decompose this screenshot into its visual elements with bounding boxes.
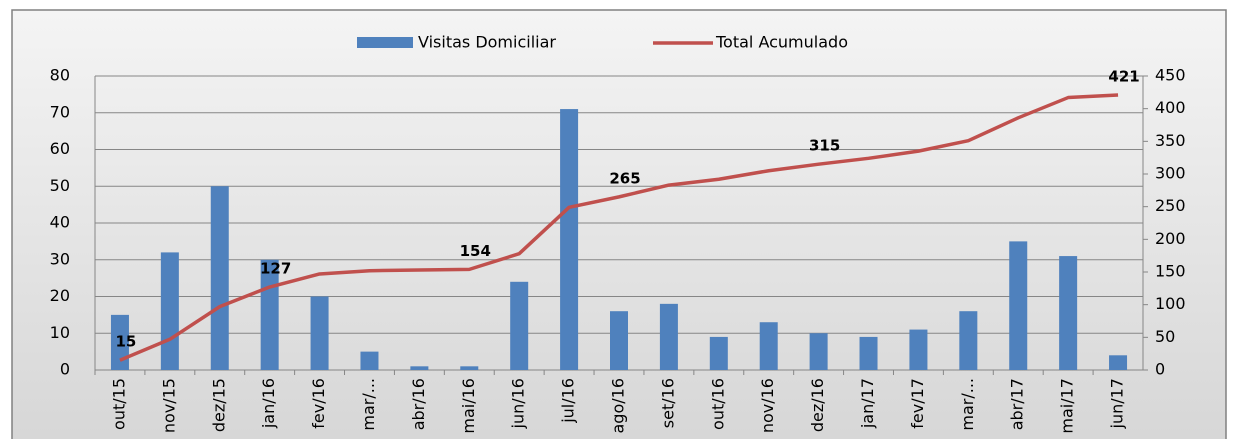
- y2-tick-label: 250: [1155, 196, 1186, 215]
- bar: [659, 303, 678, 370]
- x-tick-label: nov/16: [758, 378, 777, 433]
- bar: [560, 109, 579, 370]
- y-tick-label: 30: [50, 249, 70, 268]
- x-tick-label: ago/16: [609, 378, 628, 434]
- x-tick-label: mai/16: [459, 378, 478, 434]
- y-tick-label: 80: [50, 66, 70, 85]
- bar: [709, 336, 728, 370]
- x-tick-label: set/16: [658, 378, 677, 428]
- bar: [360, 351, 379, 370]
- x-tick-label: jun/17: [1108, 378, 1127, 429]
- data-label: 15: [116, 333, 137, 351]
- data-label: 265: [609, 169, 640, 187]
- bar: [1009, 241, 1028, 370]
- y2-tick-label: 50: [1155, 327, 1175, 346]
- x-tick-label: jun/16: [509, 378, 528, 429]
- bar: [1109, 355, 1128, 370]
- y2-tick-label: 200: [1155, 229, 1186, 248]
- x-tick-label: fev/17: [908, 378, 927, 429]
- x-tick-label: dez/15: [209, 378, 228, 432]
- bar: [909, 329, 928, 370]
- x-tick-label: jul/16: [559, 378, 578, 424]
- x-tick-label: nov/15: [159, 378, 178, 433]
- bar: [310, 296, 329, 370]
- bar: [210, 186, 229, 370]
- x-tick-label: fev/16: [309, 378, 328, 429]
- x-tick-label: out/15: [109, 378, 128, 430]
- bar: [809, 333, 828, 370]
- y2-tick-label: 300: [1155, 164, 1186, 183]
- bar: [410, 366, 429, 370]
- x-tick-label: abr/16: [409, 378, 428, 430]
- y2-tick-label: 350: [1155, 131, 1186, 150]
- bar: [510, 281, 529, 370]
- x-tick-label: dez/16: [808, 378, 827, 432]
- y2-tick-label: 450: [1155, 66, 1186, 85]
- bar: [610, 311, 628, 370]
- x-tick-label: out/16: [708, 378, 727, 430]
- bar: [160, 252, 179, 370]
- legend-swatch: [357, 37, 413, 48]
- line: [119, 93, 1119, 362]
- y-tick-label: 70: [50, 102, 70, 121]
- x-tick-label: mar/...: [958, 378, 977, 431]
- y-tick-label: 60: [50, 139, 70, 158]
- x-tick-label: mai/17: [1058, 378, 1077, 434]
- data-label: 315: [809, 137, 840, 155]
- y-tick-label: 0: [60, 360, 70, 379]
- y2-tick-label: 100: [1155, 294, 1186, 313]
- data-label: 154: [460, 242, 491, 260]
- x-tick-label: jan/17: [858, 378, 877, 429]
- y2-tick-label: 0: [1155, 360, 1165, 379]
- legend-label: Visitas Domiciliar: [418, 33, 556, 52]
- bar: [460, 366, 479, 370]
- bar: [110, 314, 129, 370]
- y-tick-label: 50: [50, 176, 70, 195]
- bar: [759, 322, 778, 370]
- bar: [859, 336, 878, 370]
- data-label: 421: [1108, 67, 1139, 85]
- data-label: 127: [260, 260, 291, 278]
- x-tick-label: abr/17: [1008, 378, 1027, 430]
- bar: [959, 311, 978, 370]
- x-tick-label: mar/...: [359, 378, 378, 431]
- x-tick-label: jan/16: [259, 378, 278, 429]
- y2-tick-label: 400: [1155, 98, 1186, 117]
- chart-frame: [11, 9, 1227, 439]
- legend-label: Total Acumulado: [715, 33, 848, 52]
- y-tick-label: 20: [50, 286, 70, 305]
- y-tick-label: 40: [50, 213, 70, 232]
- y2-tick-label: 150: [1155, 262, 1186, 281]
- y-tick-label: 10: [50, 323, 70, 342]
- bar: [1059, 256, 1078, 370]
